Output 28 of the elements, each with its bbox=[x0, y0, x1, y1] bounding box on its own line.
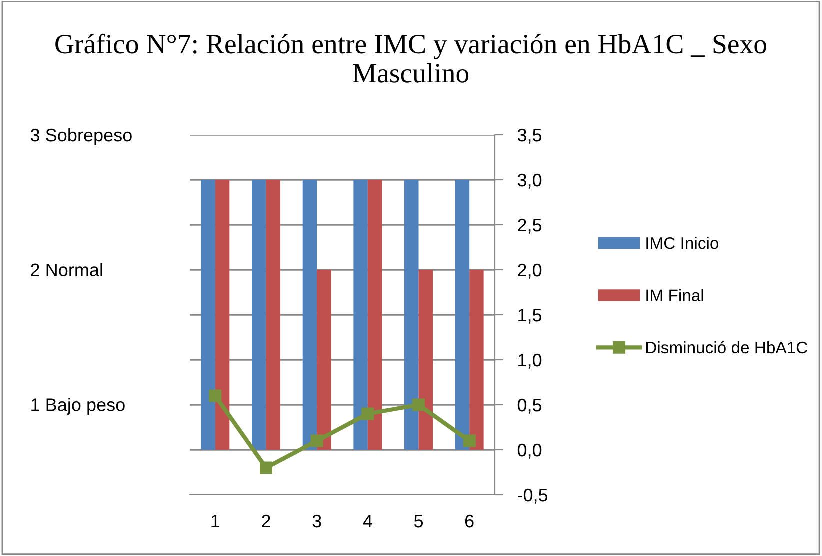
legend-label: IMC Inicio bbox=[646, 237, 719, 250]
point bbox=[310, 434, 324, 448]
point bbox=[260, 462, 272, 474]
y-tick-label: -0,5 bbox=[518, 488, 548, 504]
x-tick-label: 6 bbox=[465, 514, 474, 528]
y-tick-label: 1,5 bbox=[518, 309, 542, 324]
point bbox=[362, 408, 374, 420]
chart-title: Gráfico N°7: Relación entre IMC y variación en HbA1C _ Sexo Masculino bbox=[56, 34, 766, 83]
y2-tick-label: 3 Sobrepeso bbox=[30, 128, 132, 146]
x-tick-label: 3 bbox=[312, 514, 322, 528]
point bbox=[463, 434, 476, 448]
legend-label: IM Final bbox=[646, 289, 704, 302]
y-tick-label: 1,0 bbox=[518, 354, 542, 369]
y-tick-label: 2,0 bbox=[518, 264, 542, 279]
point bbox=[209, 390, 222, 402]
y-tick-label: 3,0 bbox=[518, 174, 542, 189]
x-tick-label: 1 bbox=[212, 515, 220, 528]
x-tick-label: 5 bbox=[414, 515, 424, 528]
y-tick-label: 0,0 bbox=[518, 444, 542, 459]
y-tick-label: 2,5 bbox=[518, 218, 542, 234]
x-tick-label: 4 bbox=[363, 515, 372, 528]
y-tick-label: 0,5 bbox=[518, 398, 542, 414]
point bbox=[412, 398, 425, 412]
legend-label: Disminució de HbA1C bbox=[646, 341, 808, 354]
y-tick-label: 3,5 bbox=[518, 128, 542, 144]
y2-tick-label: 2 Normal bbox=[31, 263, 102, 277]
x-tick-label: 2 bbox=[262, 514, 270, 528]
y2-tick-label: 1 Bajo peso bbox=[32, 398, 125, 415]
